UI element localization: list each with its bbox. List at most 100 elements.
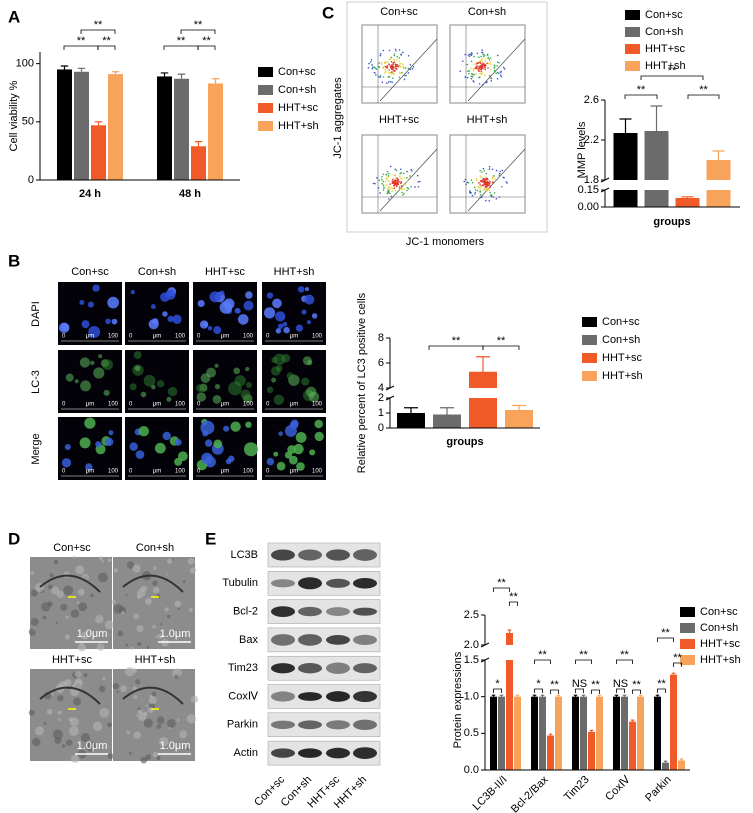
cell bbox=[266, 457, 275, 466]
bar bbox=[397, 413, 425, 428]
flow-dot bbox=[392, 68, 394, 71]
flow-dot bbox=[417, 180, 420, 183]
texture bbox=[174, 674, 179, 679]
flow-dot bbox=[491, 176, 494, 179]
flow-dot bbox=[404, 67, 407, 69]
cell bbox=[301, 309, 307, 315]
y-tick-label: 1 bbox=[378, 407, 384, 419]
texture bbox=[102, 677, 106, 681]
flow-dot bbox=[403, 78, 406, 81]
cell bbox=[156, 380, 165, 388]
flow-dot bbox=[477, 68, 480, 70]
error-bar bbox=[194, 141, 203, 147]
texture bbox=[143, 711, 148, 717]
flow-dot bbox=[498, 174, 501, 177]
flow-dot bbox=[409, 175, 411, 177]
flow-dot bbox=[403, 192, 405, 195]
bar bbox=[613, 133, 638, 207]
flow-dot bbox=[383, 62, 386, 65]
flow-dot bbox=[387, 172, 390, 175]
flow-dot bbox=[498, 61, 500, 64]
flow-dot bbox=[375, 74, 377, 76]
band bbox=[298, 634, 322, 646]
legend-label: Con+sh bbox=[645, 26, 683, 38]
flow-dot bbox=[480, 68, 482, 71]
flow-dot bbox=[392, 61, 395, 64]
scale-label: 100 bbox=[312, 469, 323, 475]
flow-dot bbox=[488, 189, 491, 192]
significance-bracket bbox=[80, 29, 116, 34]
texture bbox=[112, 682, 119, 690]
flow-dot bbox=[398, 187, 401, 190]
flow-dot bbox=[390, 73, 393, 75]
texture bbox=[98, 685, 106, 693]
flow-dot bbox=[377, 75, 380, 78]
cell bbox=[214, 383, 221, 390]
flow-dot bbox=[402, 194, 404, 196]
scale-label: 0 bbox=[62, 402, 66, 408]
cell bbox=[143, 374, 156, 387]
flow-dot bbox=[471, 73, 474, 76]
flow-dot bbox=[371, 64, 373, 66]
scale-label: μm bbox=[221, 402, 229, 408]
flow-dot bbox=[484, 186, 487, 188]
flow-dot bbox=[490, 80, 493, 82]
cell bbox=[230, 421, 241, 432]
flow-dot bbox=[386, 178, 389, 181]
texture bbox=[143, 718, 153, 728]
cell bbox=[133, 351, 142, 360]
texture bbox=[120, 685, 128, 693]
flow-dot bbox=[397, 179, 400, 181]
flow-dot bbox=[384, 180, 387, 183]
texture bbox=[28, 709, 35, 716]
flow-dot bbox=[500, 71, 502, 74]
significance-label: ** bbox=[550, 679, 559, 691]
texture bbox=[49, 573, 54, 578]
flow-dot bbox=[407, 187, 410, 190]
scale-label: 100 bbox=[243, 469, 254, 475]
bar bbox=[208, 83, 223, 180]
protein-label: Tim23 bbox=[228, 662, 258, 674]
flow-dot bbox=[484, 177, 486, 180]
texture bbox=[85, 741, 96, 752]
flow-dot bbox=[378, 66, 381, 69]
flow-dot bbox=[481, 49, 483, 51]
flow-dot bbox=[495, 72, 498, 75]
texture bbox=[121, 611, 125, 615]
flow-dot bbox=[473, 67, 475, 70]
flow-dot bbox=[489, 57, 492, 59]
flow-dot bbox=[489, 61, 491, 64]
flow-dot bbox=[487, 62, 490, 65]
significance-bracket bbox=[624, 94, 658, 99]
flow-dot bbox=[382, 49, 385, 52]
bar bbox=[637, 696, 644, 770]
flow-dot bbox=[396, 55, 399, 58]
flow-dot bbox=[493, 175, 496, 177]
flow-dot bbox=[486, 190, 488, 192]
texture bbox=[145, 704, 148, 707]
flow-dot bbox=[483, 180, 486, 183]
protein-label: Bcl-2 bbox=[233, 606, 258, 618]
flow-dot bbox=[379, 54, 382, 57]
cell bbox=[245, 366, 250, 372]
scale-label: 100 bbox=[243, 334, 254, 340]
texture bbox=[126, 730, 131, 735]
band bbox=[326, 635, 350, 645]
flow-dot bbox=[481, 51, 483, 54]
error-bar bbox=[622, 694, 627, 697]
band bbox=[353, 747, 377, 760]
bar bbox=[91, 125, 106, 180]
bar bbox=[572, 696, 579, 770]
texture bbox=[60, 603, 68, 611]
flow-dot bbox=[388, 198, 390, 200]
error-bar bbox=[619, 118, 632, 133]
flow-dot bbox=[482, 177, 485, 180]
error-bar bbox=[548, 733, 553, 736]
scale-label: 0 bbox=[129, 334, 133, 340]
texture bbox=[46, 708, 53, 715]
flow-dot bbox=[477, 69, 480, 72]
flow-dot bbox=[373, 71, 376, 74]
flow-dot bbox=[475, 73, 477, 75]
cell bbox=[281, 353, 291, 363]
cell bbox=[81, 320, 90, 329]
